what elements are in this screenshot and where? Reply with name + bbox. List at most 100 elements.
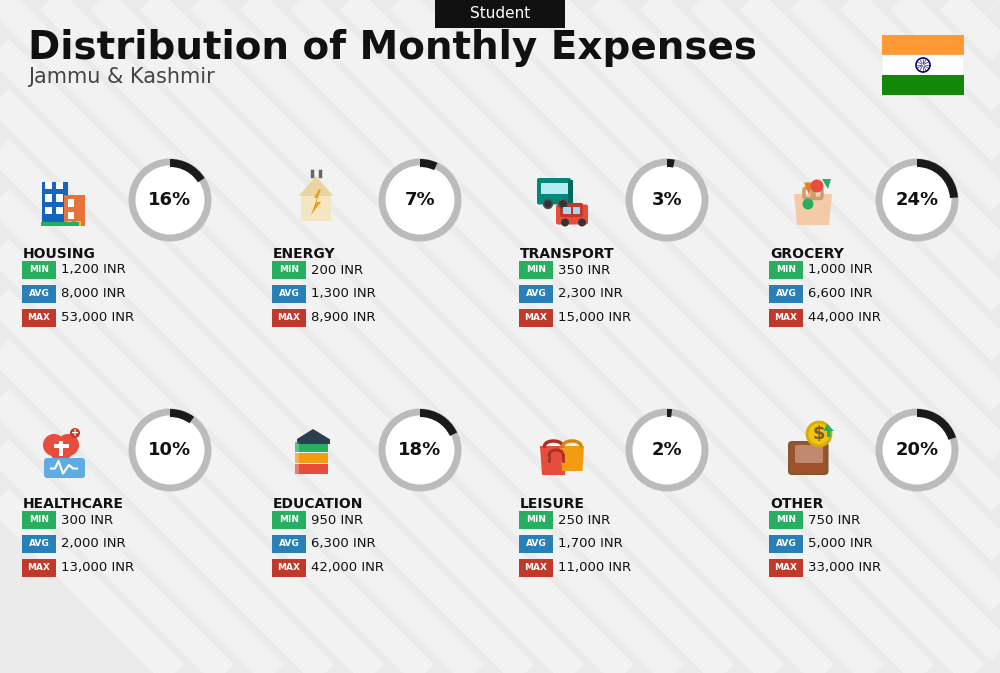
Text: 16%: 16% [148, 191, 192, 209]
Text: 53,000 INR: 53,000 INR [61, 312, 134, 324]
Text: MAX: MAX [28, 314, 50, 322]
Text: AVG: AVG [279, 289, 299, 299]
FancyBboxPatch shape [41, 222, 78, 226]
Text: 1,700 INR: 1,700 INR [558, 538, 623, 551]
Text: 24%: 24% [895, 191, 939, 209]
FancyBboxPatch shape [45, 207, 52, 214]
FancyBboxPatch shape [45, 194, 52, 201]
FancyBboxPatch shape [272, 309, 306, 327]
FancyBboxPatch shape [22, 535, 56, 553]
Text: Distribution of Monthly Expenses: Distribution of Monthly Expenses [28, 29, 757, 67]
Text: MIN: MIN [776, 266, 796, 275]
Text: TRANSPORT: TRANSPORT [520, 247, 615, 261]
FancyBboxPatch shape [295, 464, 328, 474]
FancyBboxPatch shape [788, 441, 828, 475]
FancyBboxPatch shape [272, 285, 306, 303]
Circle shape [57, 434, 79, 456]
Circle shape [632, 415, 708, 491]
FancyBboxPatch shape [295, 453, 328, 463]
Circle shape [385, 165, 461, 241]
FancyBboxPatch shape [67, 221, 72, 226]
FancyBboxPatch shape [295, 453, 298, 463]
FancyBboxPatch shape [295, 442, 328, 452]
Text: MIN: MIN [526, 266, 546, 275]
Circle shape [558, 199, 568, 209]
Polygon shape [794, 194, 832, 225]
Text: MIN: MIN [29, 516, 49, 524]
FancyBboxPatch shape [42, 182, 68, 223]
Polygon shape [298, 176, 334, 196]
FancyBboxPatch shape [68, 199, 74, 207]
Text: AVG: AVG [279, 540, 299, 548]
Text: 750 INR: 750 INR [808, 513, 860, 526]
Circle shape [132, 162, 208, 238]
Text: AVG: AVG [29, 289, 49, 299]
FancyBboxPatch shape [56, 207, 62, 214]
FancyBboxPatch shape [537, 178, 571, 205]
Circle shape [561, 219, 569, 227]
Circle shape [544, 199, 552, 209]
Wedge shape [420, 409, 457, 436]
Circle shape [807, 422, 831, 446]
Text: 6,300 INR: 6,300 INR [311, 538, 376, 551]
Circle shape [135, 165, 211, 241]
FancyBboxPatch shape [22, 285, 56, 303]
Text: 5,000 INR: 5,000 INR [808, 538, 873, 551]
Polygon shape [560, 446, 584, 471]
Circle shape [135, 415, 211, 491]
Polygon shape [540, 446, 567, 475]
Text: MAX: MAX [28, 563, 50, 573]
FancyBboxPatch shape [519, 511, 553, 529]
FancyBboxPatch shape [22, 261, 56, 279]
FancyBboxPatch shape [769, 285, 803, 303]
FancyBboxPatch shape [795, 445, 823, 463]
Text: HEALTHCARE: HEALTHCARE [23, 497, 124, 511]
Text: GROCERY: GROCERY [770, 247, 844, 261]
FancyBboxPatch shape [272, 535, 306, 553]
Text: 200 INR: 200 INR [311, 264, 363, 277]
FancyBboxPatch shape [769, 511, 803, 529]
Text: AVG: AVG [526, 289, 546, 299]
Text: 6,600 INR: 6,600 INR [808, 287, 872, 301]
FancyBboxPatch shape [519, 535, 553, 553]
Wedge shape [917, 159, 958, 198]
Circle shape [632, 165, 708, 241]
FancyBboxPatch shape [563, 207, 571, 214]
Circle shape [382, 412, 458, 488]
Text: MIN: MIN [526, 516, 546, 524]
Text: 20%: 20% [895, 441, 939, 459]
Circle shape [810, 180, 824, 192]
FancyBboxPatch shape [519, 309, 553, 327]
Circle shape [882, 415, 958, 491]
Text: 10%: 10% [148, 441, 192, 459]
FancyBboxPatch shape [68, 211, 74, 219]
FancyBboxPatch shape [519, 285, 553, 303]
Circle shape [382, 162, 458, 238]
Text: MIN: MIN [279, 266, 299, 275]
FancyBboxPatch shape [295, 464, 298, 474]
Text: 15,000 INR: 15,000 INR [558, 312, 631, 324]
FancyBboxPatch shape [769, 261, 803, 279]
FancyBboxPatch shape [272, 261, 306, 279]
Wedge shape [917, 409, 956, 439]
Wedge shape [667, 159, 675, 168]
Polygon shape [804, 182, 812, 195]
Polygon shape [43, 446, 79, 468]
Text: AVG: AVG [776, 289, 796, 299]
Text: HOUSING: HOUSING [23, 247, 96, 261]
FancyBboxPatch shape [559, 182, 568, 194]
Wedge shape [420, 159, 437, 170]
Text: MAX: MAX [774, 563, 798, 573]
Text: 1,000 INR: 1,000 INR [808, 264, 873, 277]
Text: EDUCATION: EDUCATION [273, 497, 363, 511]
FancyBboxPatch shape [54, 444, 68, 448]
Text: 300 INR: 300 INR [61, 513, 113, 526]
Text: $: $ [813, 425, 825, 443]
FancyBboxPatch shape [882, 35, 964, 55]
Text: ENERGY: ENERGY [273, 247, 336, 261]
FancyBboxPatch shape [550, 182, 558, 194]
Circle shape [879, 162, 955, 238]
FancyBboxPatch shape [769, 309, 803, 327]
FancyBboxPatch shape [59, 441, 63, 456]
Text: MAX: MAX [278, 563, 300, 573]
